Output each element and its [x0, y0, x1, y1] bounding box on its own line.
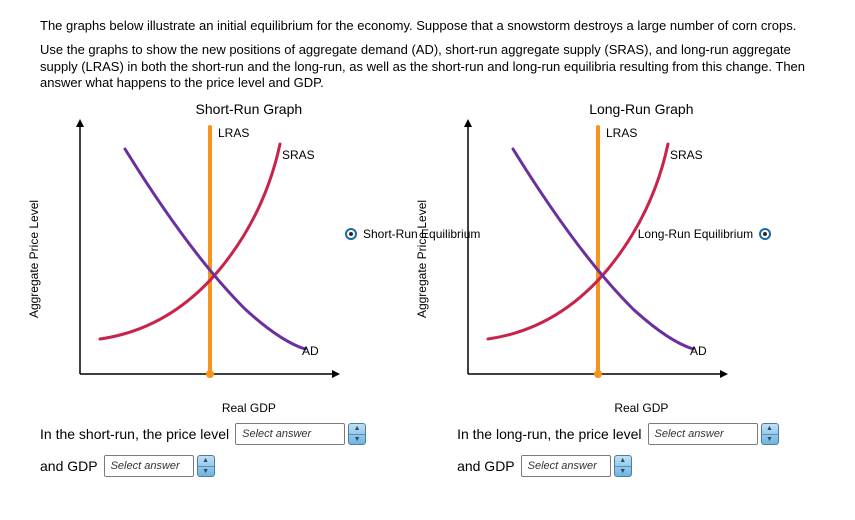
equilibrium-dot-icon[interactable] — [759, 228, 771, 240]
short-gdp-prefix: and GDP — [40, 458, 98, 474]
short-run-xlabel: Real GDP — [70, 401, 428, 415]
short-run-chart[interactable]: LRAS SRAS AD — [70, 119, 340, 379]
long-price-select[interactable]: Select answer ▲▼ — [648, 423, 779, 445]
svg-text:LRAS: LRAS — [218, 126, 249, 140]
graphs-row: Short-Run Graph Aggregate Price Level LR… — [40, 101, 825, 415]
svg-text:AD: AD — [690, 344, 707, 358]
short-gdp-select[interactable]: Select answer ▲▼ — [104, 455, 215, 477]
select-placeholder[interactable]: Select answer — [235, 423, 345, 445]
short-run-panel: Short-Run Graph Aggregate Price Level LR… — [40, 101, 428, 415]
short-run-answers: In the short-run, the price level Select… — [40, 423, 427, 487]
long-run-title: Long-Run Graph — [458, 101, 825, 117]
question-para-1: The graphs below illustrate an initial e… — [40, 18, 825, 34]
long-run-equilibrium-marker[interactable]: Long-Run Equilibrium — [638, 227, 771, 241]
stepper-icon[interactable]: ▲▼ — [348, 423, 366, 445]
stepper-icon[interactable]: ▲▼ — [197, 455, 215, 477]
long-run-panel: Long-Run Graph Aggregate Price Level LRA… — [428, 101, 825, 415]
equilibrium-dot-icon[interactable] — [345, 228, 357, 240]
short-price-prefix: In the short-run, the price level — [40, 426, 229, 442]
long-gdp-select[interactable]: Select answer ▲▼ — [521, 455, 632, 477]
long-run-answers: In the long-run, the price level Select … — [427, 423, 825, 487]
long-run-equilibrium-label: Long-Run Equilibrium — [638, 227, 753, 241]
short-run-graph-area[interactable]: Aggregate Price Level LRASSRASAD Short-R… — [40, 119, 428, 399]
long-run-xlabel: Real GDP — [458, 401, 825, 415]
question-text: The graphs below illustrate an initial e… — [40, 18, 825, 91]
svg-text:AD: AD — [302, 344, 319, 358]
select-placeholder[interactable]: Select answer — [104, 455, 194, 477]
question-para-2: Use the graphs to show the new positions… — [40, 42, 825, 91]
stepper-icon[interactable]: ▲▼ — [614, 455, 632, 477]
long-run-ylabel: Aggregate Price Level — [415, 200, 429, 318]
answers-row: In the short-run, the price level Select… — [40, 423, 825, 487]
long-price-prefix: In the long-run, the price level — [457, 426, 641, 442]
stepper-icon[interactable]: ▲▼ — [761, 423, 779, 445]
short-run-title: Short-Run Graph — [70, 101, 428, 117]
short-price-select[interactable]: Select answer ▲▼ — [235, 423, 366, 445]
long-run-graph-area[interactable]: Aggregate Price Level LRASSRASAD Long-Ru… — [428, 119, 825, 399]
svg-text:SRAS: SRAS — [282, 148, 315, 162]
short-run-ylabel: Aggregate Price Level — [27, 200, 41, 318]
long-gdp-prefix: and GDP — [457, 458, 515, 474]
select-placeholder[interactable]: Select answer — [648, 423, 758, 445]
select-placeholder[interactable]: Select answer — [521, 455, 611, 477]
svg-text:SRAS: SRAS — [670, 148, 703, 162]
svg-text:LRAS: LRAS — [606, 126, 637, 140]
long-run-chart[interactable]: LRAS SRAS AD — [458, 119, 728, 379]
